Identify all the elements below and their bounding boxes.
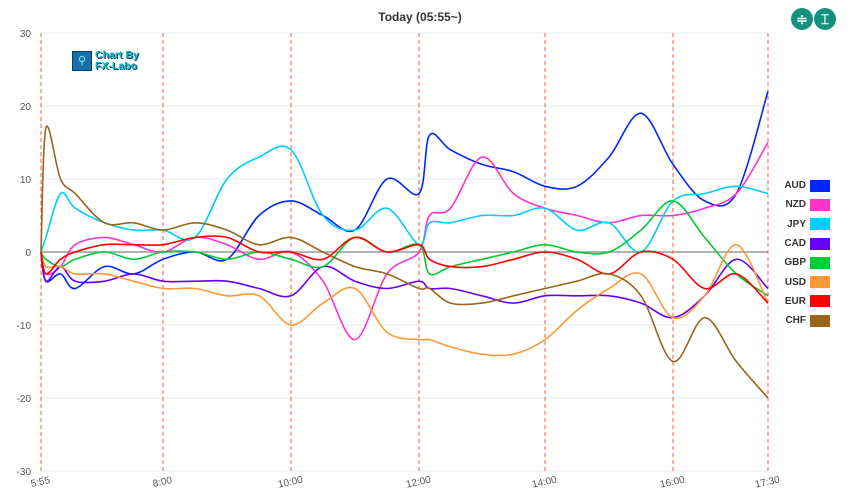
y-tick-label: -20: [17, 394, 32, 405]
series-line-aud: [40, 91, 769, 290]
y-tick-label: 20: [20, 102, 32, 113]
fx-labo-logo: ⚲ Chart By FX-Labo: [72, 50, 139, 72]
legend-label: EUR: [784, 295, 806, 307]
y-tick-label: 0: [25, 248, 31, 259]
x-tick-label: 5:55: [30, 475, 52, 490]
legend-item-chf[interactable]: CHF: [780, 311, 830, 330]
series-line-cad: [40, 251, 769, 319]
legend-label: NZD: [785, 199, 806, 211]
y-tick-label: 30: [20, 29, 32, 40]
legend-item-usd[interactable]: USD: [780, 272, 830, 291]
expand-scale-button[interactable]: ⌶: [814, 8, 836, 30]
legend-label: USD: [784, 276, 806, 288]
legend-label: JPY: [787, 218, 806, 230]
legend: AUD NZD JPY CAD GBP USD EUR CHF: [780, 176, 830, 330]
legend-item-cad[interactable]: CAD: [780, 234, 830, 253]
legend-item-aud[interactable]: AUD: [780, 176, 830, 195]
legend-label: CAD: [784, 238, 806, 250]
legend-swatch: [810, 256, 830, 269]
chart-logo-icon: ⚲: [72, 51, 92, 71]
series-line-eur: [40, 235, 769, 304]
chart-title: Today (05:55~): [378, 10, 462, 24]
legend-label: GBP: [784, 257, 806, 269]
legend-swatch: [810, 218, 830, 231]
y-tick-label: -10: [17, 321, 32, 332]
x-tick-label: 8:00: [152, 475, 174, 490]
legend-swatch: [810, 314, 830, 327]
x-tick-label: 14:00: [531, 474, 558, 490]
legend-swatch: [810, 295, 830, 308]
legend-swatch: [810, 179, 830, 192]
legend-swatch: [810, 276, 830, 289]
logo-line1: Chart By: [95, 49, 139, 61]
legend-item-eur[interactable]: EUR: [780, 292, 830, 311]
series-line-usd: [40, 243, 769, 357]
legend-swatch: [810, 237, 830, 250]
series-line-jpy: [40, 145, 769, 253]
compress-scale-button[interactable]: ≑: [791, 8, 813, 30]
x-tick-label: 17:30: [754, 474, 781, 490]
legend-swatch: [810, 198, 830, 211]
x-tick-label: 12:00: [405, 474, 432, 490]
y-tick-label: 10: [20, 175, 32, 186]
legend-item-nzd[interactable]: NZD: [780, 195, 830, 214]
series-line-nzd: [40, 142, 769, 341]
legend-item-jpy[interactable]: JPY: [780, 215, 830, 234]
series-line-chf: [40, 125, 769, 399]
x-tick-label: 16:00: [659, 474, 686, 490]
legend-item-gbp[interactable]: GBP: [780, 253, 830, 272]
x-tick-label: 10:00: [277, 474, 304, 490]
legend-label: CHF: [785, 315, 806, 327]
legend-label: AUD: [784, 180, 806, 192]
y-tick-label: -30: [17, 467, 32, 478]
logo-line2: FX-Labo: [95, 60, 137, 72]
